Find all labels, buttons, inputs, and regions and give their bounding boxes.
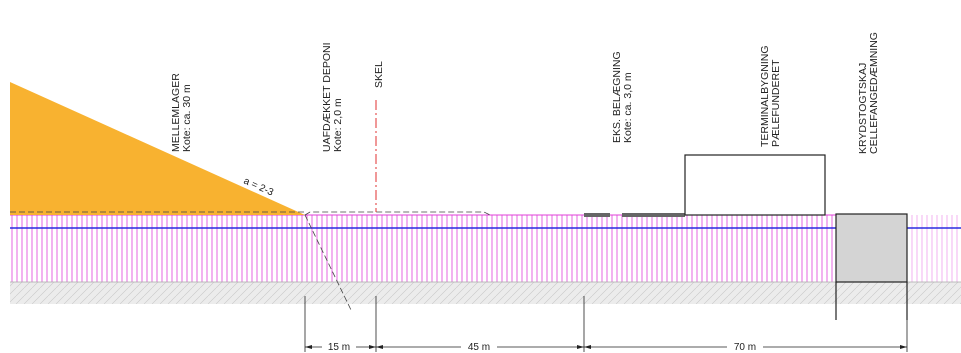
label-krydstogt-1: KRYDSTOGTSKAJ bbox=[857, 63, 869, 154]
label-terminal-1: TERMINALBYGNING bbox=[759, 45, 771, 147]
terminal-building bbox=[684, 154, 826, 216]
dim-arrow bbox=[900, 345, 907, 349]
pavement-segment-2 bbox=[622, 213, 685, 217]
cruise-quay bbox=[835, 213, 908, 283]
dim-label-15m: 15 m bbox=[328, 342, 350, 353]
label-eks-belaegning-2: Kote: ca. 3,0 m bbox=[622, 72, 634, 143]
dim-arrow bbox=[305, 345, 312, 349]
dim-arrow bbox=[584, 345, 591, 349]
label-mellemlager-2: Kote: ca. 30 m bbox=[181, 84, 193, 152]
dim-arrow bbox=[369, 345, 376, 349]
label-uafdaekket-2: Kote: 2,0 m bbox=[332, 98, 344, 152]
deponi-outline bbox=[304, 211, 491, 216]
dim-arrow bbox=[376, 345, 383, 349]
pavement-segment-1 bbox=[584, 213, 610, 217]
label-uafdaekket-1: UAFDÆKKET DEPONI bbox=[321, 43, 333, 153]
fill-layer-right bbox=[907, 215, 961, 282]
label-skel: SKEL bbox=[373, 61, 385, 88]
fill-layer bbox=[10, 215, 836, 282]
stockpile-triangle bbox=[10, 82, 305, 215]
dim-arrow bbox=[577, 345, 584, 349]
dim-label-70m: 70 m bbox=[734, 342, 756, 353]
label-mellemlager-1: MELLEMLAGER bbox=[170, 73, 182, 152]
label-eks-belaegning-1: EKS. BELÆGNING bbox=[611, 51, 623, 143]
base-soil bbox=[10, 282, 961, 304]
label-terminal-2: PÆLEFUNDERET bbox=[770, 59, 782, 147]
dim-label-45m: 45 m bbox=[468, 342, 490, 353]
label-krydstogt-2: CELLEFANGEDÆMNING bbox=[868, 32, 880, 154]
